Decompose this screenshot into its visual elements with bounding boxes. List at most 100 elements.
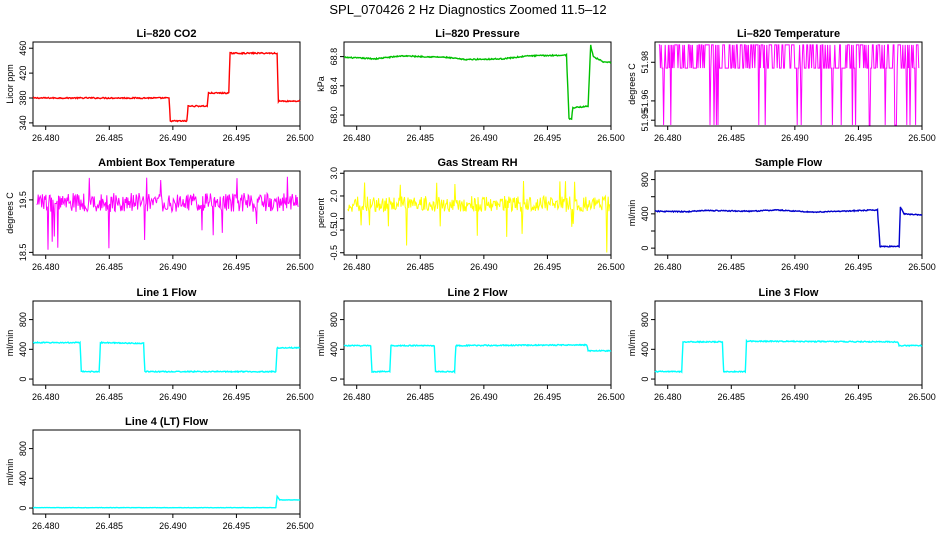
panel-9: Line 3 Flow 26.480 26.485 26.490 26.495 26.50… bbox=[627, 287, 936, 402]
y-tick-label: 0 bbox=[18, 506, 28, 511]
x-tick-label: 26.500 bbox=[597, 133, 625, 143]
panel-title: Li–820 CO2 bbox=[137, 28, 197, 40]
y-axis-label: ml/min bbox=[627, 330, 637, 357]
y-tick-label: 51.96 bbox=[640, 90, 650, 113]
x-tick-label: 26.490 bbox=[781, 262, 809, 272]
y-tick-label: 68.8 bbox=[329, 48, 339, 66]
panel-title: Li–820 Pressure bbox=[435, 28, 519, 40]
panel-6: Sample Flow 26.480 26.485 26.490 26.495 26.50… bbox=[627, 157, 936, 272]
x-tick-label: 26.495 bbox=[534, 392, 562, 402]
y-tick-label: 0 bbox=[329, 377, 339, 382]
x-tick-label: 26.500 bbox=[286, 262, 314, 272]
x-tick-label: 26.480 bbox=[32, 262, 60, 272]
y-tick-label: 3.0 bbox=[329, 167, 339, 180]
y-tick-label: 800 bbox=[329, 312, 339, 327]
y-tick-label: 800 bbox=[640, 312, 650, 327]
y-tick-label: 1.0 bbox=[329, 212, 339, 225]
x-tick-label: 26.490 bbox=[159, 392, 187, 402]
y-tick-label: 68.0 bbox=[329, 106, 339, 124]
y-axis-label: degrees C bbox=[5, 192, 15, 234]
x-tick-label: 26.500 bbox=[286, 392, 314, 402]
y-tick-label: 0 bbox=[640, 246, 650, 251]
x-tick-label: 26.485 bbox=[96, 521, 124, 531]
x-tick-label: 26.480 bbox=[654, 133, 682, 143]
plot-frame bbox=[343, 300, 612, 386]
y-tick-label: 0 bbox=[640, 377, 650, 382]
plot-frame bbox=[654, 170, 923, 256]
x-tick-label: 26.485 bbox=[96, 262, 124, 272]
series-line bbox=[347, 180, 611, 253]
y-tick-label: 400 bbox=[18, 342, 28, 357]
x-tick-label: 26.495 bbox=[845, 133, 873, 143]
y-tick-label: 0 bbox=[18, 377, 28, 382]
x-tick-label: 26.490 bbox=[470, 262, 498, 272]
y-tick-label: 800 bbox=[18, 312, 28, 327]
x-tick-label: 26.495 bbox=[534, 262, 562, 272]
series-line bbox=[343, 44, 612, 121]
y-tick-label: -0.5 bbox=[329, 245, 339, 261]
x-tick-label: 26.490 bbox=[781, 133, 809, 143]
panel-4: Ambient Box Temperature 26.480 26.485 26.49… bbox=[5, 157, 314, 272]
x-tick-label: 26.495 bbox=[845, 392, 873, 402]
series-line bbox=[33, 340, 301, 374]
x-tick-label: 26.500 bbox=[908, 133, 936, 143]
y-axis-label: ml/min bbox=[5, 330, 15, 357]
x-tick-label: 26.500 bbox=[597, 262, 625, 272]
panel-title: Line 3 Flow bbox=[759, 287, 819, 299]
y-axis-label: kPa bbox=[316, 76, 326, 92]
x-tick-label: 26.495 bbox=[223, 262, 251, 272]
y-tick-label: 400 bbox=[18, 471, 28, 486]
x-tick-label: 26.480 bbox=[654, 392, 682, 402]
y-tick-label: 400 bbox=[329, 342, 339, 357]
x-tick-label: 26.485 bbox=[718, 262, 746, 272]
x-tick-label: 26.490 bbox=[781, 392, 809, 402]
series-line bbox=[658, 44, 920, 126]
panel-8: Line 2 Flow 26.480 26.485 26.490 26.495 26.50… bbox=[316, 287, 625, 402]
x-tick-label: 26.500 bbox=[597, 392, 625, 402]
y-axis-label: ml/min bbox=[627, 200, 637, 227]
x-tick-label: 26.485 bbox=[407, 262, 435, 272]
x-tick-label: 26.500 bbox=[286, 521, 314, 531]
x-tick-label: 26.490 bbox=[470, 392, 498, 402]
x-tick-label: 26.500 bbox=[286, 133, 314, 143]
series-line bbox=[32, 494, 301, 509]
x-tick-label: 26.490 bbox=[470, 133, 498, 143]
y-tick-label: 800 bbox=[18, 441, 28, 456]
panel-7: Line 1 Flow 26.480 26.485 26.490 26.495 26.50… bbox=[5, 287, 314, 402]
x-tick-label: 26.485 bbox=[407, 392, 435, 402]
x-tick-label: 26.495 bbox=[845, 262, 873, 272]
x-tick-label: 26.490 bbox=[159, 133, 187, 143]
y-tick-label: 400 bbox=[640, 206, 650, 221]
plot-frame bbox=[32, 170, 301, 256]
y-tick-label: 420 bbox=[18, 66, 28, 81]
panel-3: Li–820 Temperature 26.480 26.485 26.490 26.4… bbox=[627, 28, 936, 143]
y-tick-label: 400 bbox=[640, 342, 650, 357]
series-line bbox=[32, 51, 301, 123]
panel-title: Li–820 Temperature bbox=[737, 28, 840, 40]
series-line bbox=[343, 343, 612, 375]
plot-frame bbox=[654, 300, 923, 386]
x-tick-label: 26.495 bbox=[223, 392, 251, 402]
x-tick-label: 26.480 bbox=[343, 133, 371, 143]
x-tick-label: 26.480 bbox=[654, 262, 682, 272]
y-axis-label: percent bbox=[316, 197, 326, 228]
y-axis-label: degrees C bbox=[627, 63, 637, 105]
y-tick-label: 2.0 bbox=[329, 190, 339, 203]
x-tick-label: 26.480 bbox=[32, 521, 60, 531]
series-line bbox=[654, 206, 923, 249]
y-tick-label: 19.5 bbox=[18, 191, 28, 209]
panel-title: Sample Flow bbox=[755, 157, 823, 169]
panel-title: Line 4 (LT) Flow bbox=[125, 416, 208, 428]
y-tick-label: 51.95 bbox=[640, 109, 650, 132]
x-tick-label: 26.490 bbox=[159, 521, 187, 531]
y-tick-label: 68.4 bbox=[329, 77, 339, 95]
series-line bbox=[654, 338, 923, 374]
panel-2: Li–820 Pressure 26.480 26.485 26.490 26.495 2… bbox=[316, 28, 625, 143]
x-tick-label: 26.480 bbox=[343, 262, 371, 272]
y-axis-label: ml/min bbox=[316, 330, 326, 357]
panel-10: Line 4 (LT) Flow 26.480 26.485 26.490 26.495… bbox=[5, 416, 314, 531]
plot-frame bbox=[32, 429, 301, 515]
x-tick-label: 26.495 bbox=[223, 133, 251, 143]
x-tick-label: 26.485 bbox=[718, 392, 746, 402]
